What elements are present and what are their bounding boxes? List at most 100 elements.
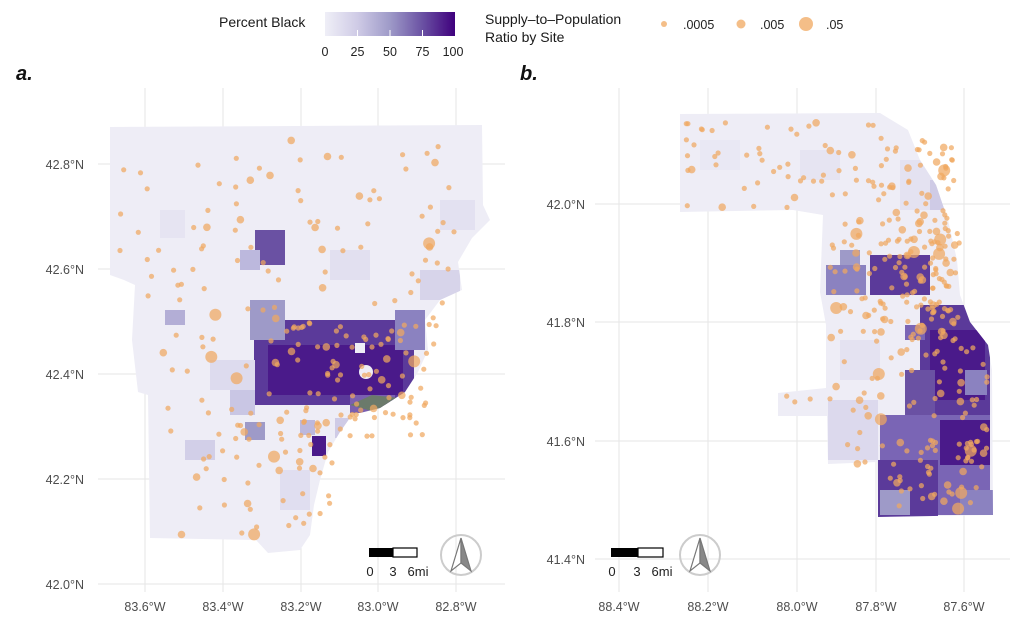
panel-b-map: b. 42.0°N 41.8°N 41.6°N 41.4°N 88.4°W 88… (520, 63, 1010, 614)
site-point (293, 515, 299, 521)
fill-tick-100: 100 (443, 45, 464, 59)
site-point (922, 264, 928, 270)
site-point (968, 441, 975, 447)
site-point (838, 328, 844, 334)
site-point (830, 302, 843, 314)
site-point (956, 441, 962, 447)
site-point (337, 324, 343, 330)
site-point (887, 253, 893, 259)
site-point (398, 391, 406, 400)
north-arrow-icon (679, 534, 721, 576)
site-point (784, 204, 790, 210)
site-point (209, 308, 222, 321)
site-point (400, 152, 406, 158)
site-point (159, 348, 168, 357)
site-point (904, 238, 910, 244)
site-point (718, 203, 726, 211)
site-point (233, 184, 239, 190)
site-point (197, 505, 203, 511)
site-point (864, 412, 872, 420)
site-point (862, 311, 870, 320)
site-point (331, 396, 338, 402)
site-point (918, 449, 924, 455)
site-point (377, 376, 386, 384)
site-point (233, 201, 239, 207)
site-point (898, 488, 905, 494)
site-point (354, 401, 360, 407)
panel-a-map: a. 42.8°N 42.6°N 42.4°N 42.2°N 42.0°N 83… (16, 63, 505, 614)
panel-b-label: b. (520, 63, 538, 85)
site-point (964, 440, 971, 447)
site-point (298, 432, 304, 438)
site-point (326, 493, 332, 499)
site-point (892, 264, 899, 271)
site-point (936, 299, 942, 305)
site-point (855, 446, 861, 452)
site-point (878, 182, 885, 188)
fill-tick-75: 75 (416, 45, 430, 59)
site-point (959, 484, 965, 490)
site-point (403, 166, 409, 172)
site-point (882, 305, 888, 311)
site-point (904, 292, 910, 298)
site-point (945, 307, 951, 313)
site-point (872, 265, 878, 272)
site-point (932, 227, 941, 236)
site-point (923, 352, 929, 358)
site-point (755, 180, 761, 186)
site-point (307, 390, 313, 396)
site-point (771, 168, 777, 175)
size-key-medium (736, 19, 746, 29)
site-point (904, 347, 910, 353)
site-point (906, 403, 913, 409)
site-point (369, 433, 375, 439)
panel-b-scale-label: 3 (633, 564, 640, 579)
site-point (210, 336, 216, 342)
site-point (353, 412, 359, 418)
site-point (861, 390, 867, 396)
site-point (322, 343, 331, 351)
site-point (712, 153, 718, 160)
site-point (199, 334, 205, 340)
site-point (400, 415, 406, 421)
site-point (841, 239, 847, 245)
site-point (836, 149, 842, 156)
site-point (922, 244, 928, 250)
site-point (907, 486, 913, 492)
site-point (195, 162, 201, 168)
site-point (954, 230, 960, 237)
site-point (744, 152, 750, 158)
site-point (801, 175, 807, 181)
site-point (900, 293, 906, 299)
site-point (318, 284, 327, 292)
site-point (879, 443, 886, 449)
site-point (853, 177, 860, 183)
site-point (271, 304, 278, 310)
site-point (359, 363, 365, 369)
site-point (896, 503, 902, 509)
site-point (206, 454, 212, 460)
site-point (932, 158, 941, 166)
site-point (878, 163, 885, 169)
site-point (239, 530, 245, 536)
site-point (915, 335, 922, 341)
site-point (797, 178, 804, 184)
fill-tick-50: 50 (383, 45, 397, 59)
site-point (895, 216, 901, 222)
site-point (190, 266, 196, 272)
site-point (407, 415, 413, 421)
panel-b-scale-label: 0 (608, 564, 615, 579)
site-point (396, 328, 405, 337)
site-point (691, 142, 697, 148)
site-point (363, 336, 369, 342)
site-point (951, 177, 957, 184)
site-point (435, 228, 441, 234)
site-point (722, 120, 729, 126)
site-point (315, 218, 321, 225)
site-point (945, 186, 951, 192)
site-point (268, 450, 280, 463)
site-point (361, 372, 367, 378)
panel-a-scalebar: 0 3 6mi (366, 547, 429, 579)
site-point (871, 183, 877, 189)
